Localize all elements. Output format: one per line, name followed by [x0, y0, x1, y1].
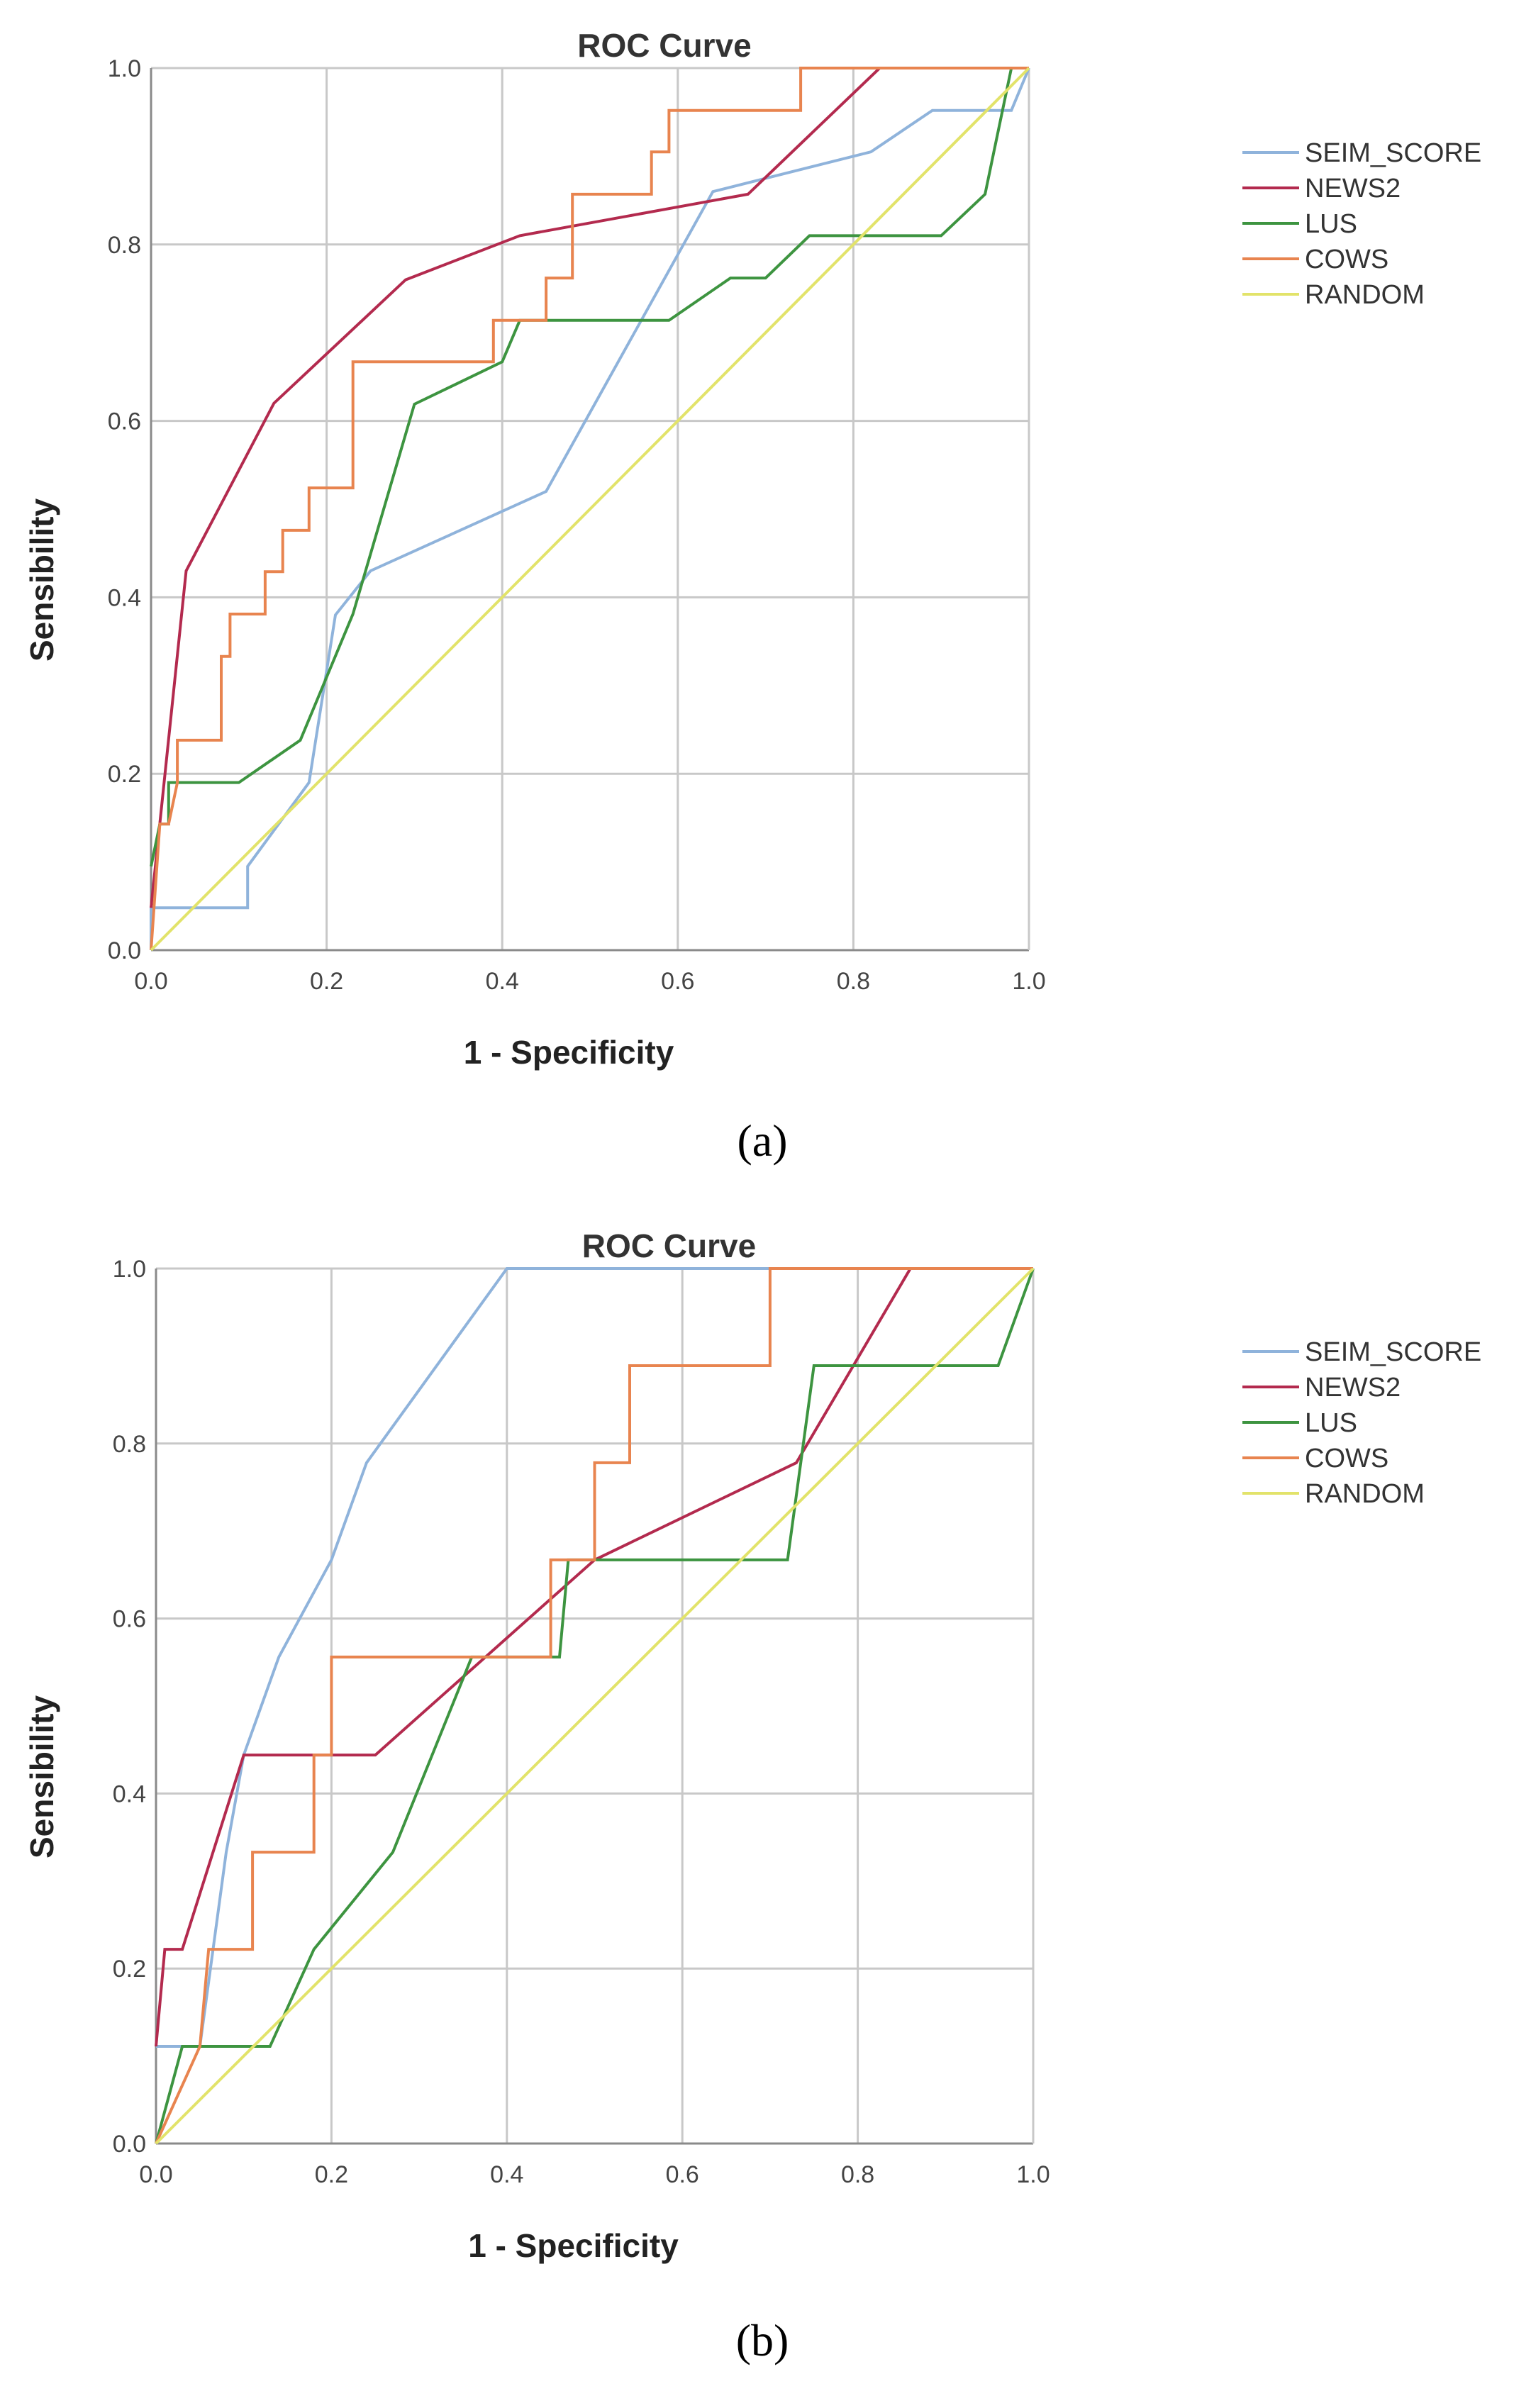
y-tick-label: 1.0 — [108, 55, 141, 82]
y-tick-label: 0.6 — [113, 1606, 146, 1633]
legend-label: LUS — [1305, 209, 1357, 239]
y-tick-label: 0.2 — [113, 1956, 146, 1983]
x-tick-label: 0.2 — [315, 2161, 348, 2188]
legend-label: RANDOM — [1305, 1479, 1425, 1509]
y-tick-label: 1.0 — [113, 1256, 146, 1283]
x-tick-label: 0.6 — [666, 2161, 699, 2188]
chart-panel-b: 0.0 0.2 0.4 0.6 0.8 1.0 0.0 0.2 0.4 0.6 0.8 1.0 ROC … — [23, 1227, 1481, 2365]
x-tick-label: 0.6 — [661, 968, 694, 995]
chart-title: ROC Curve — [582, 1227, 756, 1264]
legend-label: NEWS2 — [1305, 174, 1401, 204]
y-tick-label: 0.8 — [108, 232, 141, 259]
y-tick-label: 0.4 — [108, 584, 141, 611]
series-line-random — [155, 1267, 1035, 2145]
chart-title: ROC Curve — [577, 27, 751, 64]
x-tick-label: 0.8 — [841, 2161, 874, 2188]
y-tick-label: 0.0 — [108, 937, 141, 964]
series-line-random — [150, 67, 1030, 952]
legend-label: RANDOM — [1305, 280, 1425, 310]
x-axis-label: 1 - Specificity — [468, 2227, 679, 2264]
legend-label: NEWS2 — [1305, 1373, 1401, 1403]
y-tick-label: 0.0 — [113, 2131, 146, 2158]
legend: SEIM_SCORE NEWS2 LUS COWS RANDOM — [1242, 1337, 1481, 1509]
y-tick-label: 0.8 — [113, 1431, 146, 1458]
legend-label: LUS — [1305, 1408, 1357, 1438]
series-line-news2 — [155, 1267, 1033, 2047]
x-tick-label: 1.0 — [1016, 2161, 1050, 2188]
chart-panel-a: 0.0 0.2 0.4 0.6 0.8 1.0 0.0 0.2 0.4 0.6 0.8 1.0 ROC … — [23, 27, 1481, 1166]
legend-label: COWS — [1305, 245, 1388, 274]
series-line-cows — [155, 1267, 1033, 2144]
series-line-news2 — [150, 67, 1029, 908]
x-tick-label: 0.4 — [486, 968, 519, 995]
x-tick-label: 0.0 — [139, 2161, 172, 2188]
x-tick-label: 0.2 — [310, 968, 343, 995]
legend-label: COWS — [1305, 1444, 1388, 1473]
x-tick-label: 0.8 — [837, 968, 870, 995]
y-axis-label: Sensibility — [23, 1695, 60, 1858]
x-tick-label: 0.4 — [490, 2161, 523, 2188]
legend-label: SEIM_SCORE — [1305, 1337, 1481, 1367]
y-tick-label: 0.2 — [108, 761, 141, 788]
legend-label: SEIM_SCORE — [1305, 138, 1481, 168]
legend: SEIM_SCORE NEWS2 LUS COWS RANDOM — [1242, 138, 1481, 310]
y-tick-label: 0.6 — [108, 408, 141, 435]
panel-label: (a) — [737, 1115, 787, 1166]
panel-label: (b) — [736, 2315, 789, 2365]
x-tick-label: 0.0 — [134, 968, 167, 995]
y-axis-label: Sensibility — [23, 498, 60, 662]
series-line-cows — [150, 67, 1029, 951]
x-tick-label: 1.0 — [1012, 968, 1045, 995]
series-line-seim-score — [150, 67, 1030, 950]
x-axis-label: 1 - Specificity — [464, 1034, 674, 1071]
y-tick-label: 0.4 — [113, 1780, 146, 1807]
